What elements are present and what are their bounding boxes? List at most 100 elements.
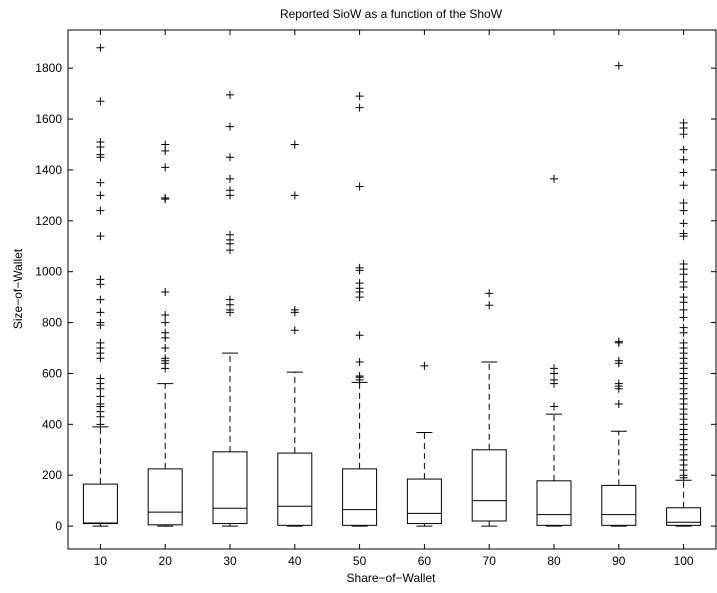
box-iqr <box>666 507 702 526</box>
outlier-marker <box>226 191 234 200</box>
x-tick-label: 10 <box>94 554 108 568</box>
outlier-marker <box>96 354 105 363</box>
box-iqr <box>536 480 572 526</box>
box-20 <box>147 140 183 527</box>
outlier-marker <box>161 310 170 319</box>
box-30 <box>212 90 248 527</box>
x-tick-label: 100 <box>674 554 694 568</box>
y-tick-label: 1400 <box>35 163 62 177</box>
outlier-marker <box>679 145 688 154</box>
outlier-marker <box>355 358 364 367</box>
x-tick-label: 60 <box>418 554 432 568</box>
box-40 <box>277 140 313 527</box>
outlier-marker <box>161 333 170 342</box>
outlier-marker <box>96 143 105 152</box>
outlier-marker <box>290 191 299 200</box>
outlier-marker <box>96 191 105 200</box>
y-tick-label: 200 <box>42 468 62 482</box>
y-axis-label: Size−of−Wallet <box>11 248 25 329</box>
box-iqr <box>601 484 637 526</box>
outlier-marker <box>355 266 364 275</box>
outlier-marker <box>161 344 170 353</box>
outlier-marker <box>679 168 688 177</box>
outlier-marker <box>96 384 105 393</box>
outlier-marker <box>679 206 688 215</box>
outlier-marker <box>96 153 105 162</box>
outlier-marker <box>485 289 494 298</box>
outlier-marker <box>96 178 105 187</box>
outlier-marker <box>96 43 105 52</box>
x-tick-label: 90 <box>612 554 626 568</box>
box-iqr <box>471 449 507 522</box>
plot-area-frame <box>67 29 717 550</box>
outlier-marker <box>96 420 105 429</box>
y-axis: 0 200 400 600 800 1000 1200 1400 1600 1800 <box>35 61 716 533</box>
outlier-marker <box>679 199 688 207</box>
box-10 <box>82 43 118 527</box>
outlier-marker <box>355 375 364 384</box>
outlier-marker <box>226 308 234 317</box>
outlier-marker <box>161 195 170 204</box>
box-iqr <box>82 483 118 525</box>
box-iqr <box>212 451 248 525</box>
outlier-marker <box>420 361 429 370</box>
outlier-marker <box>355 293 364 302</box>
chart-title: Reported SioW as a function of the ShoW <box>280 7 503 21</box>
outlier-marker <box>355 103 364 112</box>
box-100 <box>666 118 702 527</box>
outlier-marker <box>226 174 234 183</box>
box-90 <box>601 61 637 527</box>
outlier-marker <box>679 219 688 228</box>
outlier-marker <box>161 163 170 172</box>
outlier-marker <box>161 288 170 297</box>
outlier-marker <box>161 146 170 155</box>
outlier-marker <box>679 328 688 337</box>
outlier-marker <box>679 305 688 314</box>
outlier-marker <box>679 130 688 139</box>
x-tick-label: 30 <box>223 554 237 568</box>
y-tick-label: 1600 <box>35 112 62 126</box>
box-iqr <box>277 452 313 526</box>
box-50 <box>342 92 378 527</box>
outlier-marker <box>290 308 299 317</box>
outlier-marker <box>679 232 688 241</box>
outlier-marker <box>290 326 299 335</box>
outlier-marker <box>614 61 623 70</box>
outlier-marker <box>550 174 558 183</box>
outlier-marker <box>226 122 234 131</box>
outlier-marker <box>355 92 364 101</box>
outlier-marker <box>226 153 234 162</box>
box-series <box>82 43 702 527</box>
outlier-marker <box>96 308 105 317</box>
y-tick-label: 0 <box>55 519 62 533</box>
y-tick-label: 600 <box>42 366 62 380</box>
x-tick-label: 20 <box>159 554 173 568</box>
outlier-marker <box>96 295 105 304</box>
outlier-marker <box>679 282 688 291</box>
outlier-marker <box>679 181 688 190</box>
y-tick-label: 1000 <box>35 265 62 279</box>
y-tick-label: 800 <box>42 316 62 330</box>
outlier-marker <box>96 97 105 106</box>
x-tick-label: 40 <box>288 554 302 568</box>
outlier-marker <box>355 182 364 191</box>
outlier-marker <box>614 359 623 368</box>
box-70 <box>471 289 507 527</box>
outlier-marker <box>96 392 105 401</box>
x-tick-label: 70 <box>483 554 497 568</box>
outlier-marker <box>355 331 364 340</box>
y-tick-label: 400 <box>42 417 62 431</box>
box-iqr <box>147 468 183 526</box>
x-tick-label: 50 <box>353 554 367 568</box>
x-axis: 10 20 30 40 50 60 70 80 90 100 <box>94 30 694 568</box>
box-iqr <box>342 468 378 526</box>
outlier-marker <box>226 246 234 255</box>
x-tick-label: 80 <box>547 554 561 568</box>
box-iqr <box>406 478 442 525</box>
outlier-marker <box>96 232 105 241</box>
outlier-marker <box>96 321 105 330</box>
outlier-marker <box>679 313 688 322</box>
outlier-marker <box>679 298 688 307</box>
